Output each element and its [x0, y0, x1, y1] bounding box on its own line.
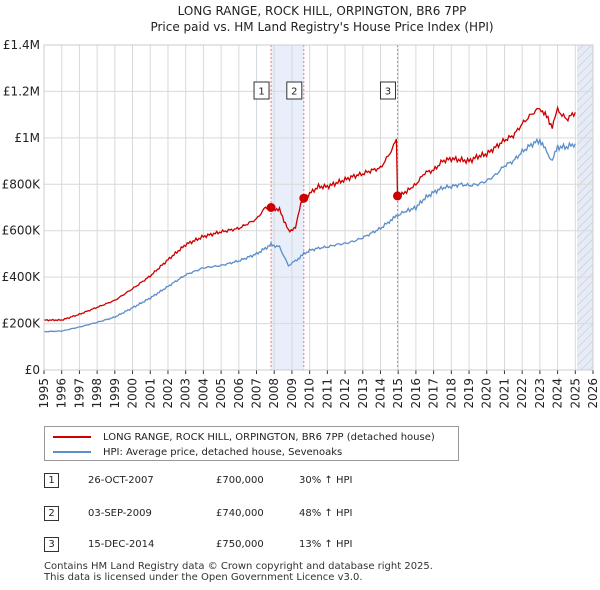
legend-entry-hpi: HPI: Average price, detached house, Seve… — [53, 445, 342, 459]
sale-number-label: 1 — [258, 87, 264, 98]
x-tick-label: 2008 — [267, 378, 281, 409]
x-tick-label: 2026 — [586, 378, 600, 409]
series-line-hpi — [43, 137, 576, 333]
transaction-number-badge: 3 — [44, 537, 59, 552]
x-tick-label: 1995 — [37, 378, 51, 409]
x-tick-label: 2024 — [551, 378, 565, 409]
x-tick-label: 2021 — [497, 378, 511, 409]
x-tick-label: 2002 — [161, 378, 175, 409]
transaction-number-badge: 2 — [44, 506, 59, 521]
y-tick-label: £1.4M — [3, 38, 40, 52]
transaction-row: 2 03-SEP-2009 £740,000 48% ↑ HPI — [44, 506, 464, 524]
sale-number-label: 2 — [291, 87, 297, 98]
sale-number-box — [286, 81, 303, 100]
chart-subtitle: Price paid vs. HM Land Registry's House … — [150, 20, 493, 34]
transaction-row: 3 15-DEC-2014 £750,000 13% ↑ HPI — [44, 537, 464, 555]
x-tick-label: 2020 — [480, 378, 494, 409]
x-tick-label: 2011 — [320, 378, 334, 409]
x-tick-label: 1996 — [55, 378, 69, 409]
x-tick-label: 2006 — [232, 378, 246, 409]
series-line-property — [43, 105, 576, 322]
transaction-date: 03-SEP-2009 — [88, 508, 152, 519]
footer-line-2: This data is licensed under the Open Gov… — [44, 572, 363, 583]
transaction-hpi: 48% ↑ HPI — [299, 508, 353, 519]
plot-frame — [43, 44, 594, 371]
y-tick-label: £600K — [2, 224, 42, 238]
transaction-number-badge: 1 — [44, 473, 59, 488]
sale-number-label: 3 — [385, 87, 391, 98]
footer-attribution: Contains HM Land Registry data © Crown c… — [44, 561, 433, 583]
transaction-price: £750,000 — [216, 539, 264, 550]
x-tick-label: 2022 — [515, 378, 529, 409]
y-tick-label: £200K — [2, 317, 42, 331]
sale-number-box — [253, 81, 270, 100]
future-hatch — [577, 45, 593, 370]
x-tick-label: 2014 — [373, 378, 387, 409]
legend-entry-property: LONG RANGE, ROCK HILL, ORPINGTON, BR6 7P… — [53, 430, 435, 444]
transaction-row: 1 26-OCT-2007 £700,000 30% ↑ HPI — [44, 473, 464, 491]
legend-label-property: LONG RANGE, ROCK HILL, ORPINGTON, BR6 7P… — [103, 431, 435, 443]
footer-line-1: Contains HM Land Registry data © Crown c… — [44, 561, 433, 572]
y-tick-label: £800K — [2, 177, 42, 191]
x-tick-label: 2001 — [143, 378, 157, 409]
sale-number-box — [379, 81, 396, 100]
y-tick-label: £1M — [14, 131, 40, 145]
x-tick-label: 2017 — [427, 378, 441, 409]
x-tick-label: 2009 — [285, 378, 299, 409]
x-tick-label: 2005 — [214, 378, 228, 409]
chart-title: LONG RANGE, ROCK HILL, ORPINGTON, BR6 7P… — [178, 4, 467, 18]
sale-point-marker — [266, 203, 276, 212]
legend-label-hpi: HPI: Average price, detached house, Seve… — [103, 446, 343, 458]
x-tick-label: 2019 — [462, 378, 476, 409]
x-tick-label: 2012 — [338, 378, 352, 409]
transaction-price: £740,000 — [216, 508, 264, 519]
x-tick-label: 1999 — [108, 378, 122, 409]
legend: LONG RANGE, ROCK HILL, ORPINGTON, BR6 7P… — [44, 426, 459, 461]
plot-area — [44, 45, 593, 370]
x-tick-label: 2007 — [250, 378, 264, 409]
x-tick-label: 2023 — [533, 378, 547, 409]
transaction-date: 15-DEC-2014 — [88, 539, 155, 550]
x-tick-label: 2013 — [356, 378, 370, 409]
x-tick-label: 2010 — [303, 378, 317, 409]
x-tick-label: 2000 — [126, 378, 140, 409]
sale-point-marker — [299, 193, 309, 203]
transaction-price: £700,000 — [216, 475, 264, 486]
y-tick-label: £400K — [2, 270, 42, 284]
transaction-hpi: 13% ↑ HPI — [299, 539, 353, 550]
x-tick-label: 2018 — [444, 378, 458, 409]
legend-swatch-hpi — [53, 451, 91, 453]
transaction-date: 26-OCT-2007 — [88, 475, 154, 486]
sale-point-marker — [392, 191, 402, 201]
x-tick-label: 2015 — [391, 378, 405, 409]
x-tick-label: 1998 — [90, 378, 104, 409]
x-tick-label: 2003 — [179, 378, 193, 409]
x-tick-label: 2025 — [568, 378, 582, 409]
transaction-hpi: 30% ↑ HPI — [299, 475, 353, 486]
price-chart: LONG RANGE, ROCK HILL, ORPINGTON, BR6 7P… — [2, 4, 600, 409]
x-tick-label: 1997 — [72, 378, 86, 409]
y-tick-label: £0 — [25, 363, 40, 377]
legend-swatch-property — [53, 436, 91, 438]
x-tick-label: 2016 — [409, 378, 423, 409]
y-tick-label: £1.2M — [3, 84, 40, 98]
x-tick-label: 2004 — [196, 378, 210, 409]
